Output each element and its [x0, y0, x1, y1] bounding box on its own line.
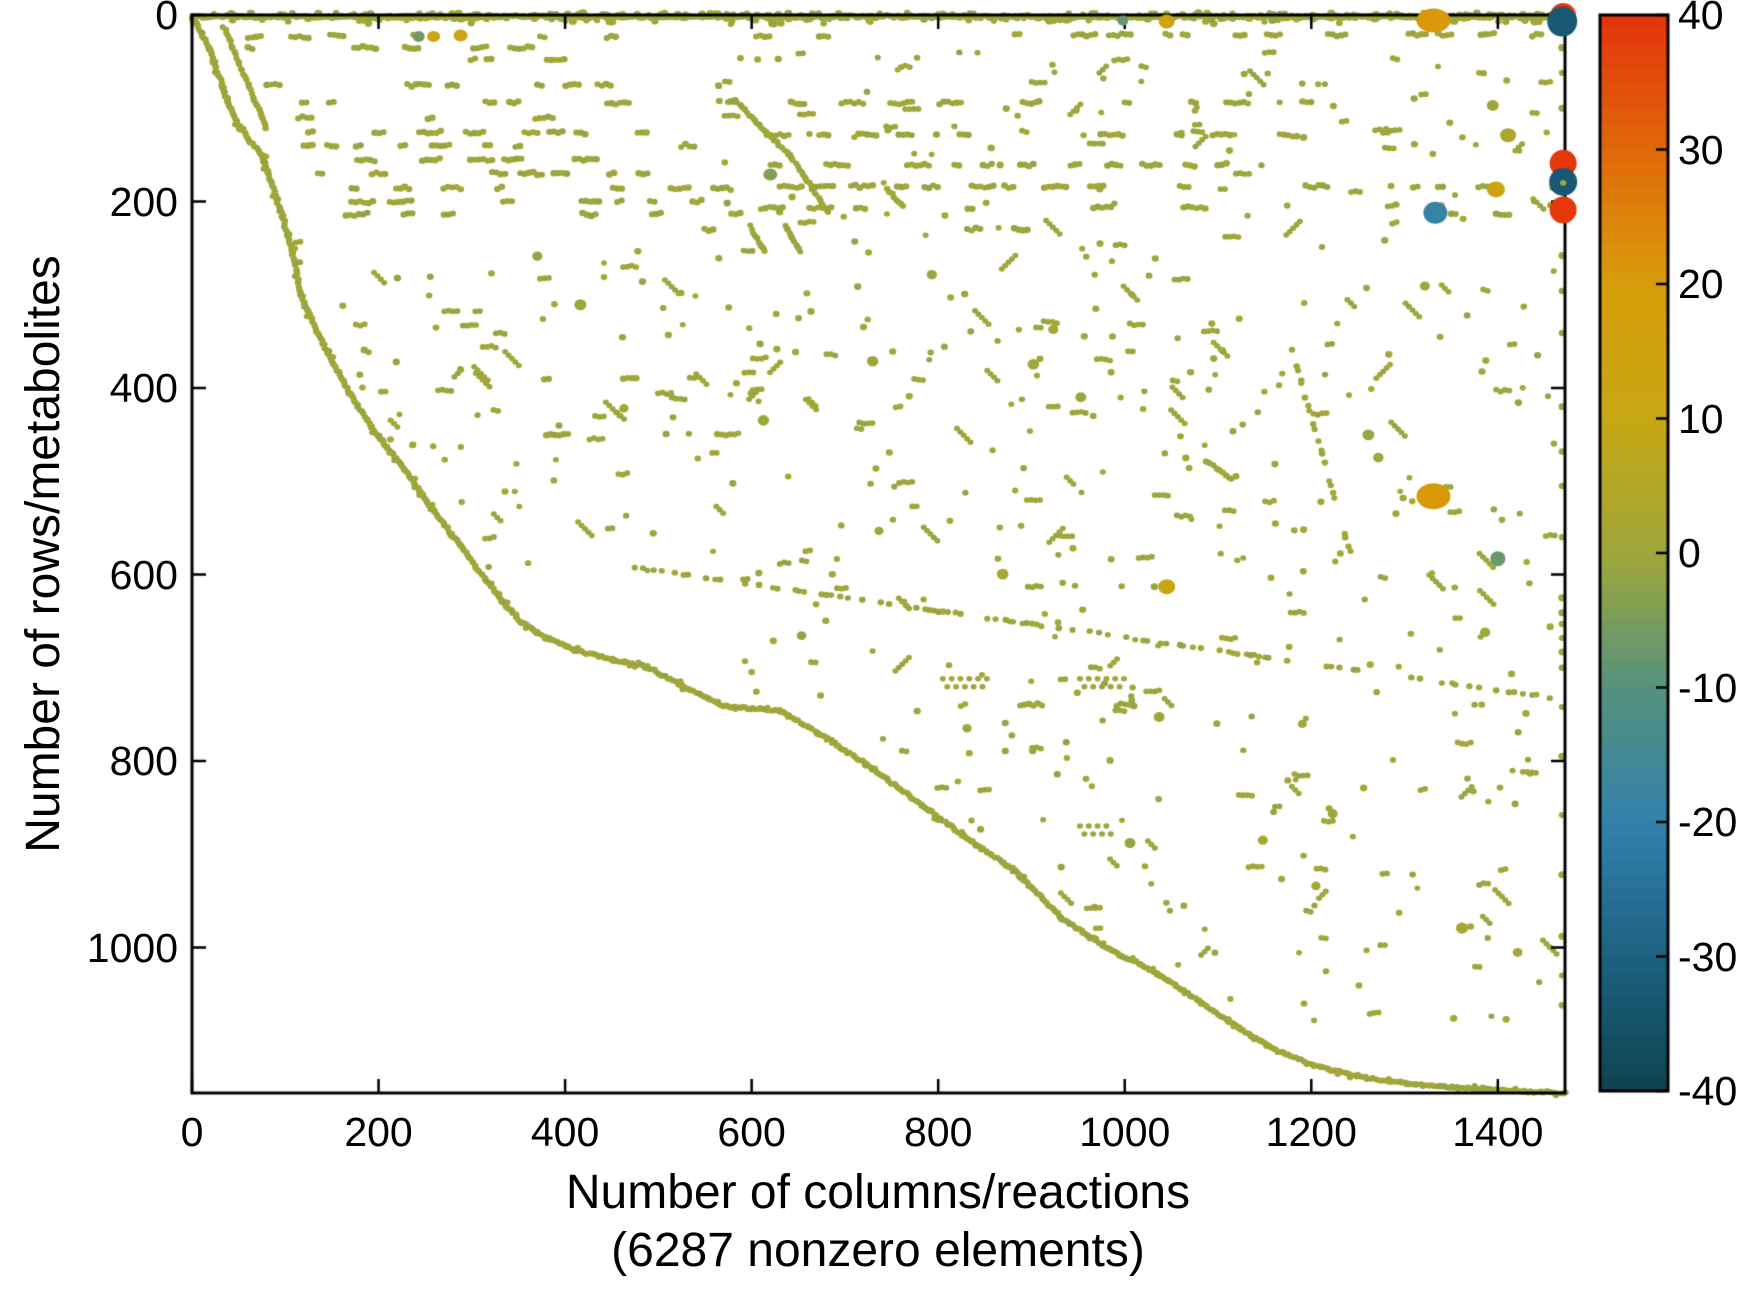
x-tick-label: 200	[344, 1109, 413, 1155]
colorbar-tick-label: -10	[1678, 664, 1738, 711]
x-tick-label: 600	[717, 1109, 786, 1155]
x-axis-label-line1: Number of columns/reactions	[565, 1166, 1191, 1219]
colorbar-tick-label: -40	[1678, 1068, 1738, 1114]
x-tick-label: 800	[903, 1109, 973, 1155]
x-axis-label-line2: (6287 nonzero elements)	[611, 1224, 1145, 1277]
x-tick-label: 0	[180, 1109, 204, 1155]
y-axis-label: Number of rows/metabolites	[17, 255, 70, 853]
colorbar-tick-label: 40	[1678, 0, 1724, 38]
y-tick-label: 0	[155, 0, 178, 38]
y-tick-label: 400	[109, 365, 178, 411]
x-tick-label: 1000	[1079, 1109, 1171, 1155]
colorbar-tick-label: 10	[1678, 395, 1724, 442]
y-tick-label: 800	[109, 738, 178, 785]
x-tick-label: 1200	[1265, 1109, 1357, 1155]
colorbar-tick-label: -30	[1678, 933, 1738, 980]
y-tick-label: 1000	[86, 924, 178, 971]
colorbar-tick-label: 0	[1678, 530, 1701, 576]
x-tick-label: 400	[530, 1109, 600, 1155]
y-tick-label: 200	[109, 178, 178, 225]
y-tick-label: 600	[109, 551, 178, 598]
colorbar-tick-label: 20	[1678, 261, 1724, 307]
colorbar-tick-label: -20	[1678, 799, 1738, 845]
x-tick-label: 1400	[1452, 1109, 1544, 1155]
colorbar-tick-label: 30	[1678, 126, 1724, 173]
